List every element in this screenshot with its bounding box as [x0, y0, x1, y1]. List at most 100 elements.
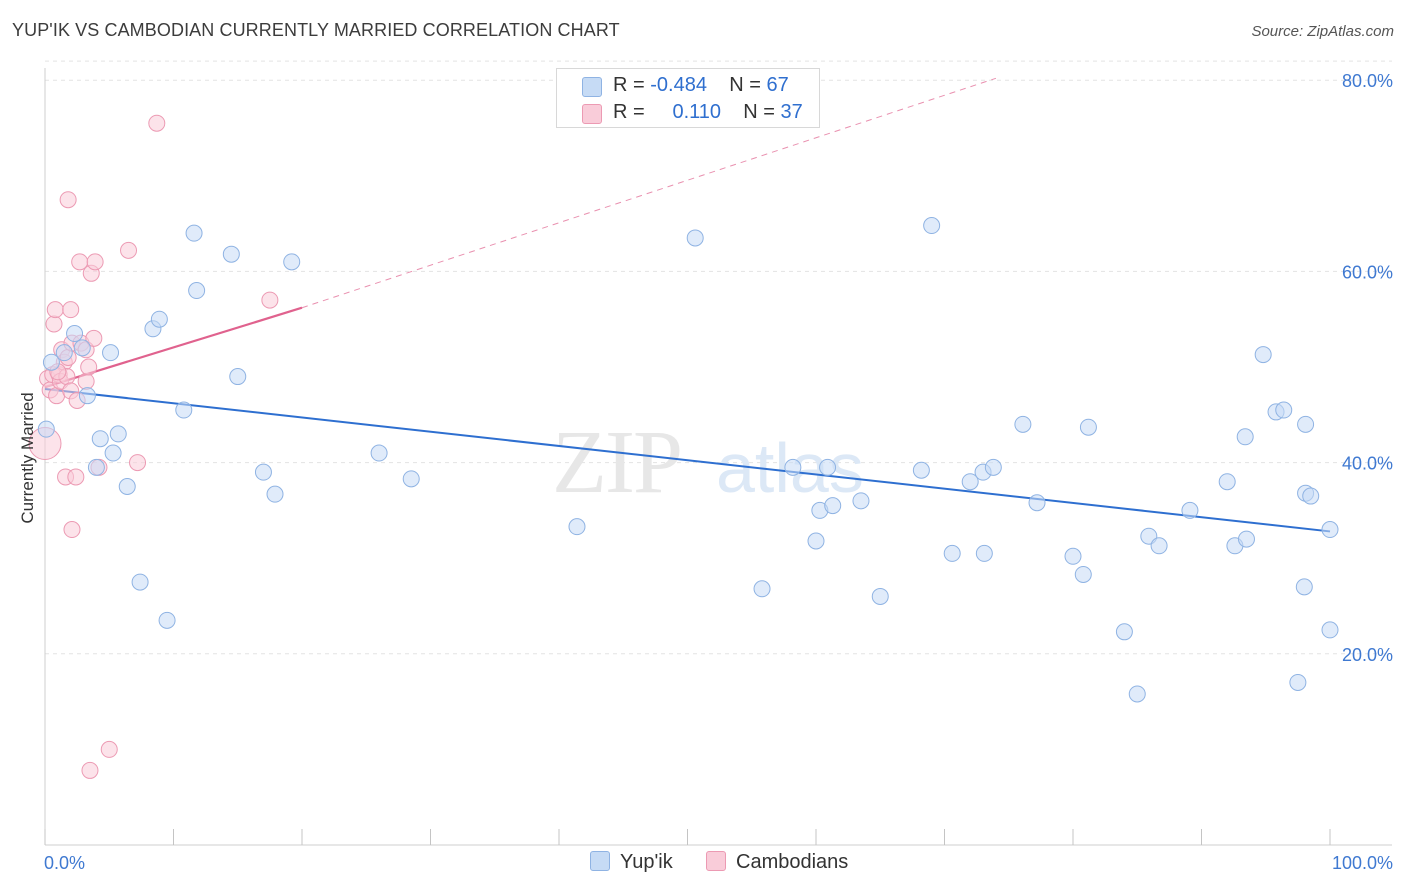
yupik-n-value: 67: [766, 74, 789, 96]
yupik-point: [109, 425, 127, 443]
trend-lines: [44, 77, 1331, 533]
yupik-point: [784, 458, 802, 476]
bottom-legend-yupik: Yup'ik: [590, 851, 673, 874]
yupik-point: [402, 470, 420, 488]
y-tick-label: 40.0%: [1342, 454, 1393, 474]
yupik-point: [568, 518, 586, 536]
yupik-point: [37, 420, 55, 438]
yupik-point: [1297, 415, 1315, 433]
cambodian-point: [59, 191, 77, 209]
bottom-legend-cambodian: Cambodians: [706, 851, 848, 874]
cambodian-n-value: 37: [780, 101, 803, 123]
yupik-point: [1115, 623, 1133, 641]
cambodian-point: [100, 740, 118, 758]
cambodian-point: [48, 387, 66, 405]
cambodian-legend-label: Cambodians: [736, 851, 849, 873]
legend-r-label: R =: [613, 74, 645, 96]
legend-n-label: N =: [729, 74, 761, 96]
yupik-point: [1150, 537, 1168, 555]
yupik-point: [912, 461, 930, 479]
cambodian-point: [77, 372, 95, 390]
cambodian-r-value: 0.110: [672, 101, 722, 123]
yupik-point: [66, 325, 84, 343]
correlation-legend: R = -0.484 N = 67 R = 0.110 N = 37: [556, 68, 820, 128]
yupik-point: [1181, 501, 1199, 519]
yupik-point: [102, 344, 120, 362]
cambodian-points: [28, 114, 279, 779]
yupik-swatch: [582, 77, 602, 97]
yupik-point: [852, 492, 870, 510]
yupik-point: [78, 387, 96, 405]
chart-title: YUP'IK VS CAMBODIAN CURRENTLY MARRIED CO…: [12, 20, 620, 40]
yupik-point: [185, 224, 203, 242]
source-credit: Source: ZipAtlas.com: [1251, 23, 1394, 40]
yupik-legend-label: Yup'ik: [620, 851, 673, 873]
legend-r-label: R =: [613, 101, 645, 123]
yupik-point: [975, 544, 993, 562]
cambodian-legend-swatch: [706, 851, 726, 871]
yupik-point: [87, 458, 105, 476]
yupik-point: [984, 458, 1002, 476]
y-tick-label: 60.0%: [1342, 262, 1393, 282]
cambodian-point: [81, 761, 99, 779]
yupik-point: [1079, 418, 1097, 436]
yupik-point: [871, 587, 889, 605]
yupik-point: [1014, 415, 1032, 433]
cambodian-point: [80, 358, 98, 376]
y-tick-label: 20.0%: [1342, 645, 1393, 665]
yupik-point: [283, 253, 301, 271]
yupik-point: [753, 580, 771, 598]
yupik-point: [150, 310, 168, 328]
yupik-point: [1254, 346, 1272, 364]
yupik-point: [1128, 685, 1146, 703]
y-axis-label: Currently Married: [18, 392, 37, 523]
yupik-point: [923, 217, 941, 235]
yupik-point: [819, 458, 837, 476]
yupik-point: [175, 401, 193, 419]
yupik-points: [37, 217, 1339, 703]
axes: 20.0% 40.0% 60.0% 80.0% 0.0% 100.0%: [44, 68, 1393, 873]
grid-lines: [45, 60, 1392, 655]
cambodian-point: [148, 114, 166, 132]
cambodian-point: [63, 521, 81, 539]
yupik-point: [1218, 473, 1236, 491]
yupik-point: [42, 353, 60, 371]
yupik-point: [188, 282, 206, 300]
yupik-point: [1275, 401, 1293, 419]
x-tick-label-min: 0.0%: [44, 853, 85, 873]
x-tick-label-max: 100.0%: [1332, 853, 1393, 873]
yupik-point: [370, 444, 388, 462]
yupik-legend-swatch: [590, 851, 610, 871]
cambodian-point: [86, 253, 104, 271]
cambodian-point: [129, 454, 147, 472]
yupik-point: [807, 532, 825, 550]
yupik-point: [1028, 494, 1046, 512]
yupik-point: [1302, 487, 1320, 505]
yupik-point: [824, 497, 842, 515]
cambodian-point: [261, 291, 279, 309]
cambodian-trend-extension: [301, 77, 997, 309]
cambodian-point: [120, 241, 138, 259]
yupik-point: [1321, 621, 1339, 639]
yupik-point: [1237, 530, 1255, 548]
yupik-point: [158, 611, 176, 629]
yupik-point: [222, 245, 240, 263]
yupik-point: [55, 344, 73, 362]
cambodian-point: [67, 468, 85, 486]
cambodian-point: [45, 315, 63, 333]
yupik-point: [104, 444, 122, 462]
legend-n-label: N =: [743, 101, 775, 123]
yupik-point: [118, 478, 136, 495]
yupik-point: [1074, 565, 1092, 583]
yupik-point: [1236, 428, 1254, 446]
cambodian-swatch: [582, 104, 602, 124]
yupik-point: [961, 473, 979, 491]
cambodian-point: [62, 301, 80, 319]
yupik-point: [943, 544, 961, 562]
yupik-point: [73, 339, 91, 357]
yupik-point: [131, 573, 149, 591]
yupik-r-value: -0.484: [650, 74, 707, 96]
cambodian-point: [46, 301, 64, 319]
y-tick-label: 80.0%: [1342, 71, 1393, 91]
